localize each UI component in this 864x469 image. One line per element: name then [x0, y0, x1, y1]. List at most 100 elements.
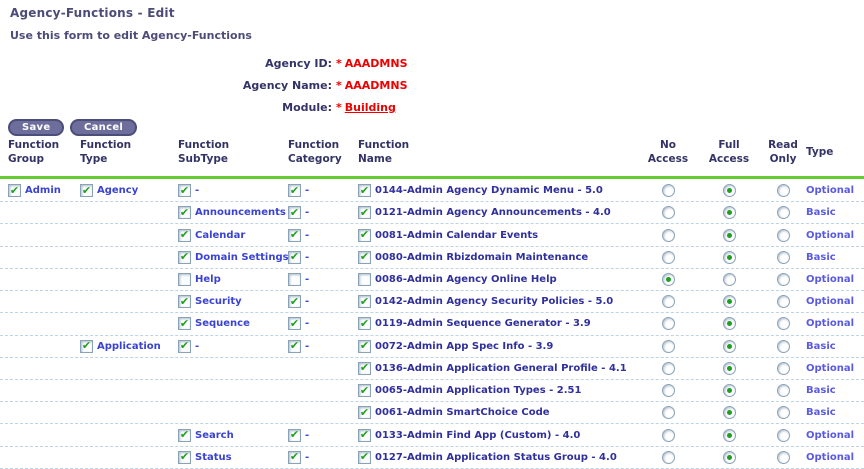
function-subtype-checkbox[interactable]: ✔ [178, 450, 191, 464]
function-subtype-checkbox[interactable]: ✔ [178, 428, 191, 442]
full-access-cell [698, 206, 760, 220]
function-category-checkbox[interactable]: ✔ [288, 294, 301, 309]
function-group-cell: ✔ Admin [8, 184, 80, 198]
function-subtype-checkbox[interactable] [178, 272, 191, 286]
read-only-cell [760, 406, 806, 420]
function-name-checkbox[interactable]: ✔ [358, 184, 371, 198]
function-name-checkbox[interactable]: ✔ [358, 384, 371, 398]
function-category-checkbox[interactable]: ✔ [288, 228, 301, 242]
function-name-checkbox[interactable]: ✔ [358, 250, 371, 264]
full-access-radio[interactable] [722, 450, 736, 464]
function-subtype-checkbox[interactable]: ✔ [178, 339, 191, 353]
function-type-checkbox[interactable]: ✔ [80, 184, 93, 198]
function-name-checkbox[interactable]: ✔ [358, 450, 371, 464]
no-access-radio[interactable] [661, 361, 675, 375]
read-only-radio[interactable] [776, 250, 790, 264]
no-access-radio[interactable] [661, 206, 675, 220]
function-name-checkbox[interactable]: ✔ [358, 361, 371, 375]
header-divider [0, 176, 864, 179]
full-access-radio[interactable] [722, 361, 736, 375]
no-access-radio[interactable] [661, 317, 675, 331]
function-subtype-checkbox[interactable]: ✔ [178, 295, 191, 309]
read-only-radio[interactable] [776, 450, 790, 464]
function-type-checkbox[interactable]: ✔ [80, 339, 93, 353]
full-access-radio[interactable] [722, 317, 736, 331]
module-value-link[interactable]: Building [344, 100, 396, 114]
function-category-checkbox[interactable]: ✔ [288, 317, 301, 331]
no-access-radio[interactable] [661, 450, 675, 464]
function-category-checkbox[interactable]: ✔ [288, 184, 301, 198]
function-subtype-checkbox[interactable]: ✔ [178, 317, 191, 331]
read-only-radio[interactable] [776, 339, 790, 353]
function-name-checkbox[interactable]: ✔ [358, 228, 371, 242]
no-access-radio[interactable] [661, 428, 675, 442]
header-read-only: Read Only [768, 139, 798, 165]
function-category-checkbox[interactable]: ✔ [288, 450, 301, 464]
read-only-radio[interactable] [776, 184, 790, 198]
function-category-checkbox[interactable] [288, 272, 301, 286]
read-only-radio[interactable] [776, 295, 790, 309]
read-only-cell [760, 361, 806, 375]
full-access-radio[interactable] [722, 272, 736, 286]
agency-id-row: Agency ID: * AAADMNS [0, 52, 640, 74]
function-name-checkbox[interactable]: ✔ [358, 295, 371, 309]
read-only-radio[interactable] [776, 406, 790, 420]
function-category-checkbox[interactable]: ✔ [288, 428, 301, 442]
full-access-radio[interactable] [722, 339, 736, 353]
full-access-radio[interactable] [722, 384, 736, 398]
function-category-checkbox[interactable]: ✔ [288, 250, 301, 264]
no-access-radio[interactable] [661, 272, 675, 286]
check-icon: ✔ [359, 361, 370, 375]
check-icon: ✔ [289, 294, 300, 308]
full-access-radio[interactable] [722, 206, 736, 220]
no-access-radio[interactable] [661, 406, 675, 420]
no-access-radio[interactable] [661, 228, 675, 242]
function-category-checkbox[interactable]: ✔ [288, 339, 301, 353]
no-access-cell [638, 295, 698, 309]
no-access-radio[interactable] [661, 295, 675, 309]
function-name-checkbox[interactable]: ✔ [358, 406, 371, 420]
no-access-radio[interactable] [661, 339, 675, 353]
function-name-checkbox[interactable]: ✔ [358, 428, 371, 442]
function-group-checkbox[interactable]: ✔ [8, 184, 21, 198]
function-name-checkbox[interactable] [358, 272, 371, 286]
function-subtype-checkbox[interactable]: ✔ [178, 206, 191, 220]
read-only-radio[interactable] [776, 317, 790, 331]
no-access-radio[interactable] [661, 384, 675, 398]
no-access-radio[interactable] [661, 184, 675, 198]
save-button[interactable]: Save [8, 119, 65, 136]
function-category-checkbox[interactable]: ✔ [288, 206, 301, 220]
full-access-radio[interactable] [722, 428, 736, 442]
read-only-radio[interactable] [776, 428, 790, 442]
radio-dot-icon [726, 432, 732, 438]
no-access-cell [638, 384, 698, 398]
no-access-cell [638, 361, 698, 375]
check-icon: ✔ [179, 183, 190, 197]
row-type-value: Optional [806, 318, 855, 330]
full-access-radio[interactable] [722, 250, 736, 264]
function-subtype-checkbox[interactable]: ✔ [178, 250, 191, 264]
read-only-radio[interactable] [776, 384, 790, 398]
row-type-value: Optional [806, 451, 855, 463]
full-access-radio[interactable] [722, 228, 736, 242]
read-only-radio[interactable] [776, 361, 790, 375]
read-only-radio[interactable] [776, 206, 790, 220]
function-category-cell: ✔ - [288, 228, 358, 242]
function-name-checkbox[interactable]: ✔ [358, 206, 371, 220]
full-access-radio[interactable] [722, 295, 736, 309]
cancel-button[interactable]: Cancel [70, 119, 138, 136]
function-name-checkbox[interactable]: ✔ [358, 317, 371, 331]
full-access-radio[interactable] [722, 406, 736, 420]
no-access-radio[interactable] [661, 250, 675, 264]
function-subtype-checkbox[interactable]: ✔ [178, 183, 191, 198]
function-subtype-checkbox[interactable]: ✔ [178, 228, 191, 242]
function-subtype-cell: ✔ Sequence [178, 317, 288, 331]
check-icon: ✔ [359, 450, 370, 464]
full-access-cell [698, 184, 760, 198]
full-access-radio[interactable] [722, 184, 736, 198]
read-only-radio[interactable] [776, 272, 790, 286]
radio-dot-icon [726, 188, 732, 194]
no-access-cell [638, 339, 698, 353]
read-only-radio[interactable] [776, 228, 790, 242]
function-name-checkbox[interactable]: ✔ [358, 339, 371, 353]
